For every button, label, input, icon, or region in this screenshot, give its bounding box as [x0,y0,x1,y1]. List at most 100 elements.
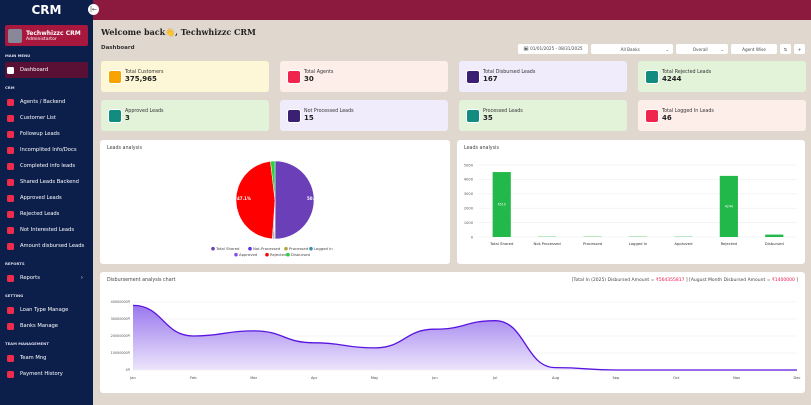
x-tick-label: Sep [613,376,620,380]
area-chart-card: Disbursement analysis chart [Total In (2… [100,272,805,393]
total-disbursed-amount: ₹564355817 [655,278,685,283]
stat-label: Not Processed Leads [304,109,354,114]
bank-select[interactable]: All Banks ⌄ [591,44,673,54]
x-tick-label: Aug [552,376,559,380]
bar [674,236,693,237]
x-tick-label: Apr [311,376,318,380]
scope-select[interactable]: Overall ⌄ [676,44,728,54]
stat-card[interactable]: Not Processed Leads 15 [280,100,448,131]
summary-text: [Total In (2025) Disbursed Amount = [571,278,656,283]
user-profile[interactable]: Techwhizzc CRM Administartor [5,25,88,46]
agent-wise-button[interactable]: Agent Wise [731,44,777,54]
summary-text: ] [794,278,798,283]
sidebar-item-label: Dashboard [20,67,49,73]
sidebar-item[interactable]: Shared Leads Backend [0,174,93,190]
legend-label: Approved [239,252,258,257]
brand-logo: CRM [0,0,93,20]
stat-value: 15 [304,114,314,122]
x-tick-label: Jan [129,376,136,380]
legend-label: Disbursed [291,252,311,257]
area-chart: 0₹ 10000000₹ 20000000₹ 30000000₹ 40000000₹ Ja… [111,300,801,380]
x-tick-label: Feb [190,376,197,380]
sidebar-item[interactable]: Amount disbursed Leads [0,238,93,254]
menu-icon [7,178,14,186]
sidebar-item[interactable]: Incomplited Info/Docs [0,142,93,158]
bar [583,236,602,237]
menu-icon [7,194,14,202]
legend-label: Not-Processed [253,246,281,251]
sidebar-item-dashboard[interactable]: Dashboard [5,62,88,78]
x-tick-label: Approved [674,241,693,246]
pie-slice [235,160,276,240]
legend-marker [265,252,269,257]
sidebar-item[interactable]: Loan Type Manage [0,302,93,318]
y-tick-label: 20000000₹ [111,334,130,338]
sidebar-item[interactable]: Not Interested Leads [0,222,93,238]
bar-data-label: 4244 [725,204,733,208]
sidebar-item-reports[interactable]: Reports › [0,270,93,286]
stat-icon [288,109,300,122]
sidebar-item[interactable]: Approved Leads [0,190,93,206]
legend-marker [248,246,252,251]
menu-icon [7,354,14,362]
x-tick-label: Logged In [629,241,648,246]
sidebar-item-label: Rejected Leads [20,211,60,217]
sidebar-item[interactable]: Payment History [0,366,93,382]
stat-card[interactable]: Processed Leads 35 [459,100,627,131]
sidebar-item[interactable]: Rejected Leads [0,206,93,222]
welcome-heading: Welcome back👋, Techwhizzc CRM [101,27,256,37]
chevron-down-icon: ⌄ [665,46,669,52]
stat-label: Total Agents [304,70,334,75]
stat-value: 30 [304,75,314,83]
y-tick-label: 3000 [464,192,474,196]
menu-icon [7,162,14,170]
stat-card[interactable]: Total Disbursed Leads 167 [459,61,627,92]
pie-data-label: 50.0% [307,196,321,201]
area-chart-title: Disbursement analysis chart [107,278,176,283]
menu-icon [7,146,14,154]
sidebar-toggle-icon[interactable]: |← [88,4,99,15]
menu-icon [7,226,14,234]
sidebar-item[interactable]: Customer List [0,110,93,126]
legend-label: Total Shared [215,246,240,251]
scope-select-value: Overall [692,46,708,52]
stat-card[interactable]: Total Rejected Leads 4244 [638,61,806,92]
legend-marker [309,246,313,251]
sidebar-item[interactable]: Team Mng [0,350,93,366]
stat-card[interactable]: Approved Leads 3 [101,100,269,131]
stat-card[interactable]: Total Agents 30 [280,61,448,92]
sidebar-item-label: Shared Leads Backend [20,179,79,185]
area-line [132,304,797,371]
date-range-picker[interactable]: 🗓 01/01/2025 - 08/31/2025 [518,44,588,54]
stat-card[interactable]: Total Logged In Leads 46 [638,100,806,131]
y-tick-label: 5000 [464,163,474,167]
august-disbursed-amount: ₹1400000 [771,278,795,283]
x-tick-label: Nov [733,376,741,380]
area-fill [133,305,797,370]
sidebar-item-label: Not Interested Leads [20,227,75,233]
menu-icon [7,242,14,250]
refresh-button[interactable]: ⇅ [780,44,791,54]
stat-icon [646,70,658,83]
y-tick-label: 0 [471,235,474,239]
bar-chart-card: Leads analysis 0 1000 2000 3000 4000 5000 4510… [457,140,805,264]
sidebar-item-label: Completed info leads [20,163,76,169]
x-tick-label: Not-Processed [534,241,562,246]
stat-icon [646,109,658,122]
y-tick-label: 0₹ [126,368,130,372]
sidebar-item-label: Followup Leads [20,131,60,137]
stat-value: 167 [483,75,498,83]
sidebar-item-label: Banks Manage [20,323,58,329]
sidebar-item[interactable]: Followup Leads [0,126,93,142]
x-tick-label: Processed [583,241,603,246]
sidebar-item[interactable]: Banks Manage [0,318,93,334]
sidebar-item[interactable]: Completed info leads [0,158,93,174]
x-tick-label: Dec [794,376,801,380]
stat-card[interactable]: Total Customers 375,965 [101,61,269,92]
pie-chart: 50.0% 47.1% Total Shared Not-Processed Proce… [211,160,333,257]
x-tick-label: Jun [431,376,438,380]
section-setting: SETTING [5,293,24,298]
add-button[interactable]: + [794,44,805,54]
x-tick-label: Oct [673,376,680,380]
sidebar-item[interactable]: Agents / Backend [0,94,93,110]
